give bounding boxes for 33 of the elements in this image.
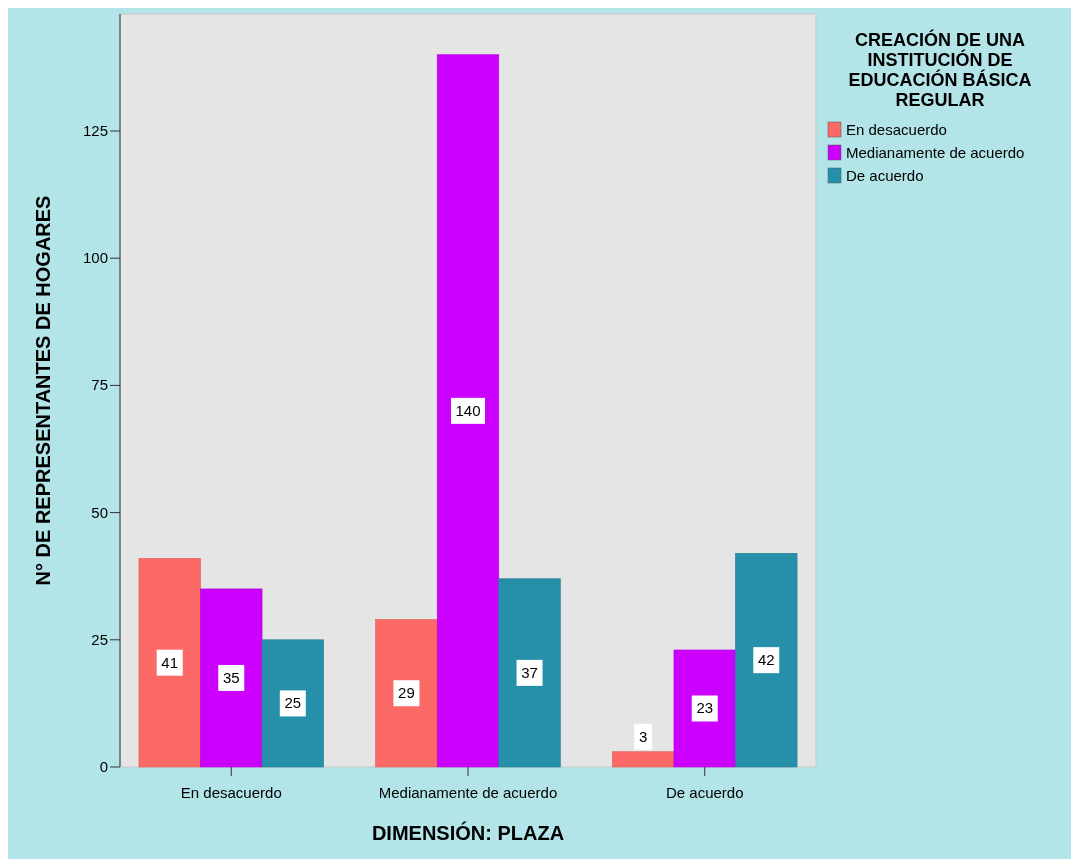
legend-label: En desacuerdo <box>846 121 947 138</box>
bar <box>436 54 500 768</box>
x-axis-title: DIMENSIÓN: PLAZA <box>371 821 565 844</box>
data-label: 140 <box>455 401 481 419</box>
bar <box>138 558 201 768</box>
legend-title: CREACIÓN DE UNA INSTITUCIÓN DE EDUCACIÓN BÁSICA REGULAR <box>848 29 1032 110</box>
data-label: 23 <box>696 699 714 717</box>
data-label: 41 <box>161 653 179 671</box>
bar <box>261 639 324 768</box>
data-label: 29 <box>398 684 415 702</box>
y-tick-label: 25 <box>91 630 108 648</box>
y-axis-title: N° DE REPRESENTANTES DE HOGARES <box>32 195 54 586</box>
data-label: 37 <box>521 663 538 681</box>
y-tick-label: 75 <box>91 376 108 394</box>
data-label: 25 <box>284 694 302 712</box>
bar <box>612 751 675 768</box>
data-label: 3 <box>639 727 648 745</box>
legend-label: Medianamente de acuerdo <box>846 144 1025 161</box>
bar <box>375 619 438 768</box>
bar <box>498 578 561 768</box>
legend-label: De acuerdo <box>846 167 924 184</box>
bar <box>735 553 798 768</box>
bar <box>673 649 736 768</box>
bar <box>200 588 263 768</box>
x-tick-label: De acuerdo <box>665 784 744 801</box>
x-tick-label: En desacuerdo <box>180 784 282 801</box>
y-tick-label: 0 <box>99 758 108 775</box>
y-tick-label: 125 <box>82 122 108 140</box>
y-tick-label: 50 <box>91 503 108 521</box>
data-label: 42 <box>757 651 775 669</box>
data-label: 35 <box>222 668 240 686</box>
y-tick-label: 100 <box>82 249 108 267</box>
x-tick-label: Medianamente de acuerdo <box>378 784 558 801</box>
